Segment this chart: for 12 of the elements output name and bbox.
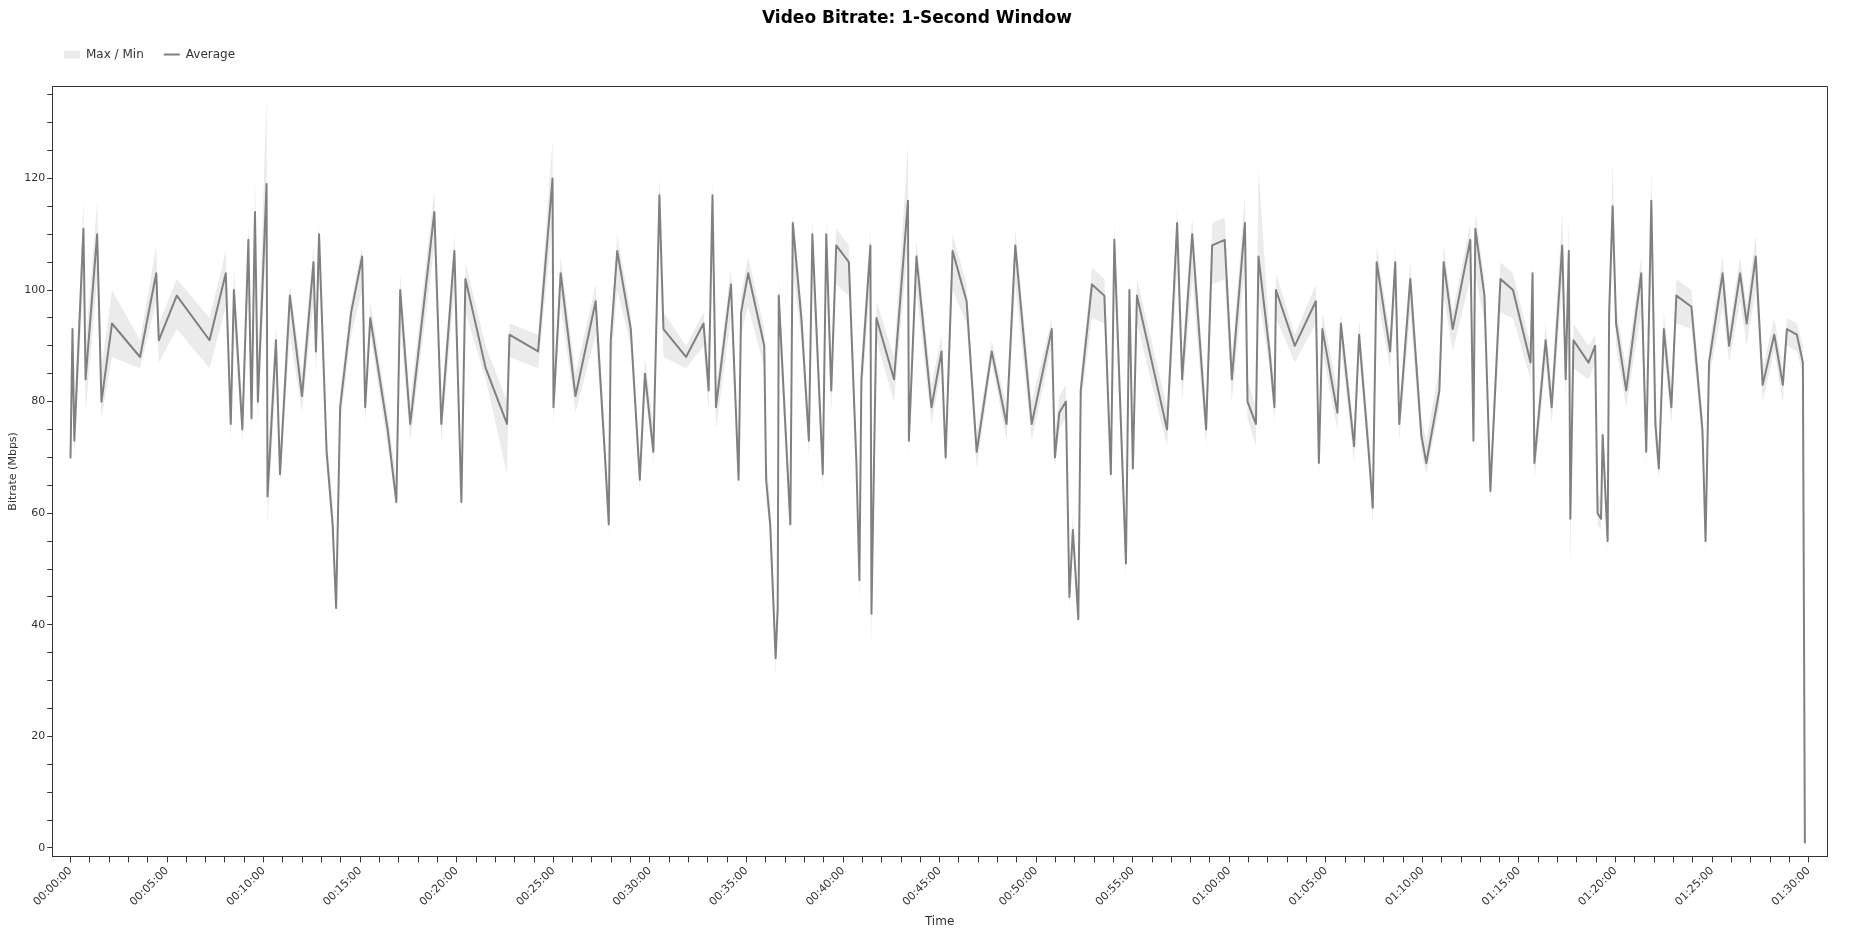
y-tick-label: 80 — [31, 394, 46, 408]
y-tick-label: 120 — [24, 171, 46, 185]
y-tick-label: 100 — [24, 282, 46, 296]
y-tick-label: 40 — [31, 617, 46, 631]
chart-title: Video Bitrate: 1-Second Window — [762, 6, 1073, 27]
y-tick-label: 0 — [38, 840, 46, 854]
legend-label: Max / Min — [86, 46, 144, 61]
legend-label: Average — [185, 46, 236, 61]
y-tick-label: 60 — [31, 506, 46, 520]
y-axis-title: Bitrate (Mbps) — [6, 432, 20, 511]
y-tick-label: 20 — [31, 729, 46, 743]
x-axis-title: Time — [923, 913, 955, 928]
